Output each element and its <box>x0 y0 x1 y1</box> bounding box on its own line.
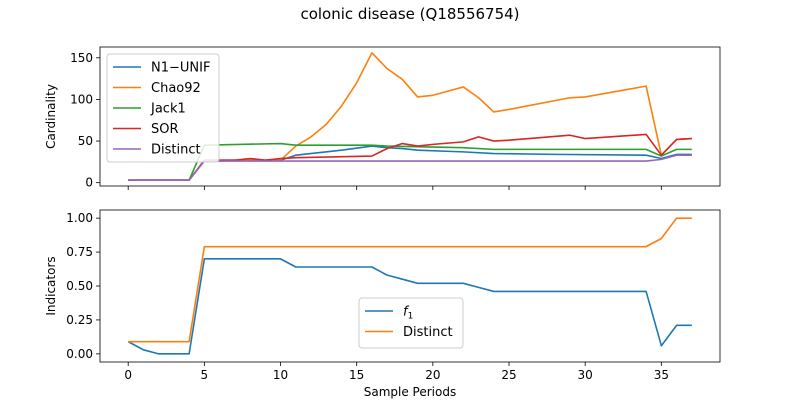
legend-label: Chao92 <box>151 81 201 96</box>
x-tick-label: 35 <box>654 368 669 382</box>
indicators-panel: Indicators Sample Periods 0 5 10 15 20 25 30 35… <box>44 209 721 399</box>
tick-layer: 0 5 10 15 20 25 30 35 0.00 0.25 0.50 0.75 1.00 <box>66 211 669 382</box>
x-tick-label: 30 <box>578 368 593 382</box>
y-tick-label: 50 <box>78 134 93 148</box>
legend-bottom: f1 Distinct <box>358 297 464 349</box>
plot-frame-top <box>99 46 721 187</box>
series-line-1 <box>128 217 692 343</box>
series-layer <box>127 217 692 355</box>
x-tick-label: 5 <box>201 368 209 382</box>
legend-label: N1−UNIF <box>151 61 210 76</box>
x-tick-label: 25 <box>501 368 516 382</box>
x-axis-label-sample-periods: Sample Periods <box>364 385 456 399</box>
series-line-0 <box>127 258 692 355</box>
y-axis-label-cardinality: Cardinality <box>44 84 58 149</box>
plot-frame-bottom <box>99 209 721 363</box>
x-tick-label: 15 <box>349 368 364 382</box>
tick-layer: 0 50 100 150 <box>70 51 662 190</box>
legend-label: Distinct <box>151 143 201 158</box>
y-tick-label: 0 <box>85 176 93 190</box>
figure-title: colonic disease (Q18556754) <box>300 5 519 23</box>
y-tick-label: 1.00 <box>66 211 93 225</box>
y-tick-label: 0.75 <box>66 245 93 259</box>
legend-label: Distinct <box>403 325 453 340</box>
legend-box <box>106 53 220 163</box>
series-line-4 <box>128 154 692 181</box>
x-tick-label: 20 <box>425 368 440 382</box>
y-axis-label-indicators: Indicators <box>44 256 58 315</box>
legend-label: f1 <box>403 305 413 322</box>
y-tick-label: 0.50 <box>66 279 93 293</box>
x-tick-label: 0 <box>124 368 132 382</box>
legend-top: N1−UNIF Chao92 Jack1 SOR Distinct <box>106 53 220 163</box>
series-line-1 <box>128 52 692 181</box>
legend-box <box>358 297 464 349</box>
legend-label: Jack1 <box>150 102 186 117</box>
cardinality-panel: Cardinality 0 50 100 150 N1−UNIF Chao92 Jack1… <box>44 46 721 190</box>
legend-label: SOR <box>151 122 179 137</box>
y-tick-label: 0.00 <box>66 347 93 361</box>
y-tick-label: 150 <box>70 51 93 65</box>
y-tick-label: 0.25 <box>66 313 93 327</box>
series-line-3 <box>128 133 692 181</box>
y-tick-label: 100 <box>70 92 93 106</box>
x-tick-label: 10 <box>273 368 288 382</box>
